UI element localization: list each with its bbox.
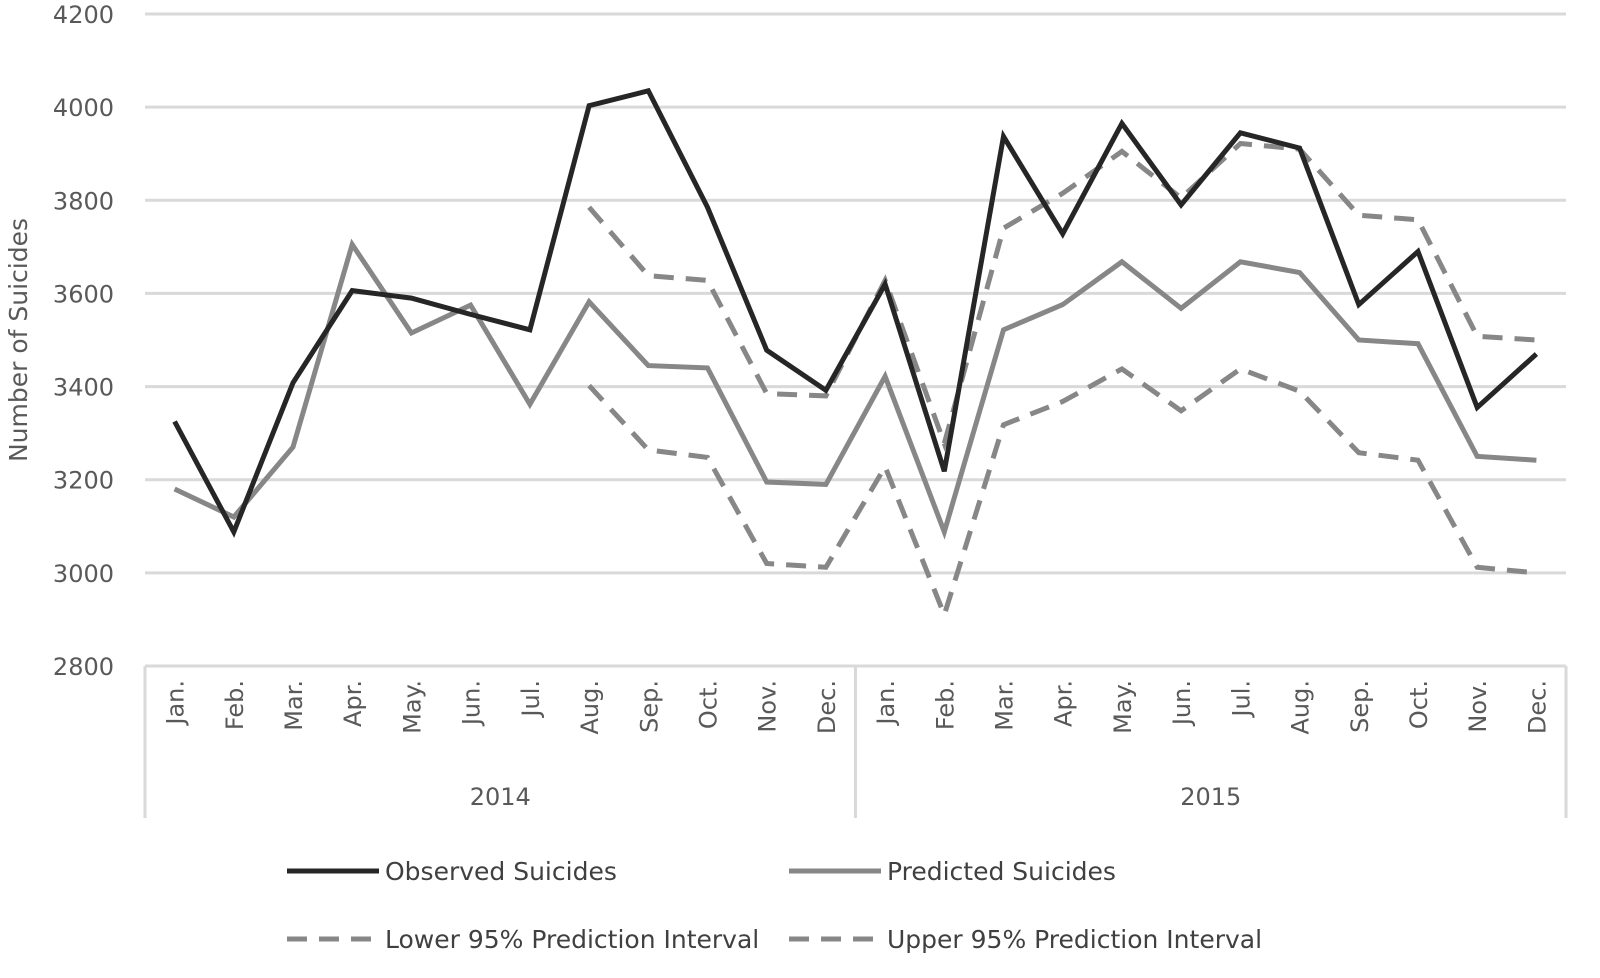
series-line-observed-suicides xyxy=(172,87,1539,538)
x-tick-label: Feb. xyxy=(931,680,959,730)
x-tick-label: Jun. xyxy=(1168,680,1196,727)
y-tick-label: 3600 xyxy=(53,280,114,308)
y-tick-label: 4000 xyxy=(53,94,114,122)
legend: Observed Suicides Predicted Suicides Lower… xyxy=(287,857,1262,954)
legend-label: Upper 95% Prediction Interval xyxy=(887,925,1262,954)
y-tick-label: 3400 xyxy=(53,374,114,402)
legend-item: Observed Suicides xyxy=(287,857,617,886)
y-axis-title: Number of Suicides xyxy=(4,218,33,462)
y-tick-label: 3000 xyxy=(53,560,114,588)
x-tick-label: Apr. xyxy=(1050,680,1078,727)
x-tick-label: Oct. xyxy=(694,680,722,729)
x-tick-label: Mar. xyxy=(280,680,308,731)
legend-item: Upper 95% Prediction Interval xyxy=(789,925,1262,954)
x-tick-label: Jul. xyxy=(1227,680,1255,719)
x-tick-label: Sep. xyxy=(1346,680,1374,733)
x-tick-label: Aug. xyxy=(576,680,604,735)
x-tick-label: Mar. xyxy=(991,680,1019,731)
x-tick-label: Dec. xyxy=(1523,680,1551,734)
y-tick-label: 3800 xyxy=(53,187,114,215)
y-axis-ticks: 2800 3000 3200 3400 3600 3800 4000 4200 xyxy=(53,1,114,681)
x-tick-label: Jun. xyxy=(458,680,486,727)
y-tick-label: 2800 xyxy=(53,653,114,681)
x-axis: Jan. Feb. Mar. Apr. May. Jun. Jul. Aug. Sep. Oct.… xyxy=(143,664,1568,818)
x-tick-label: Jan. xyxy=(162,680,190,727)
x-tick-label: Apr. xyxy=(339,680,367,727)
legend-label: Predicted Suicides xyxy=(887,857,1116,886)
y-tick-label: 3200 xyxy=(53,467,114,495)
x-tick-label: May. xyxy=(1109,680,1137,734)
x-tick-label: Aug. xyxy=(1287,680,1315,735)
legend-item: Predicted Suicides xyxy=(789,857,1116,886)
series-line-lower-95-prediction-interval xyxy=(587,365,1537,623)
x-tick-label: Oct. xyxy=(1405,680,1433,729)
x-tick-label: Feb. xyxy=(221,680,249,730)
x-tick-label: Nov. xyxy=(754,680,782,733)
group-label-2014: 2014 xyxy=(470,783,531,811)
series-line-upper-95-prediction-interval xyxy=(587,140,1537,452)
x-tick-label: Nov. xyxy=(1464,680,1492,733)
legend-label: Lower 95% Prediction Interval xyxy=(385,925,759,954)
x-tick-label: May. xyxy=(398,680,426,734)
series-layer xyxy=(172,87,1539,623)
series-line-predicted-suicides xyxy=(173,238,1537,540)
legend-label: Observed Suicides xyxy=(385,857,617,886)
y-tick-label: 4200 xyxy=(53,1,114,29)
group-label-2015: 2015 xyxy=(1180,783,1241,811)
x-tick-label: Jul. xyxy=(517,680,545,719)
x-tick-label: Jan. xyxy=(872,680,900,727)
x-tick-label: Sep. xyxy=(635,680,663,733)
x-tick-label: Dec. xyxy=(813,680,841,734)
legend-item: Lower 95% Prediction Interval xyxy=(287,925,759,954)
